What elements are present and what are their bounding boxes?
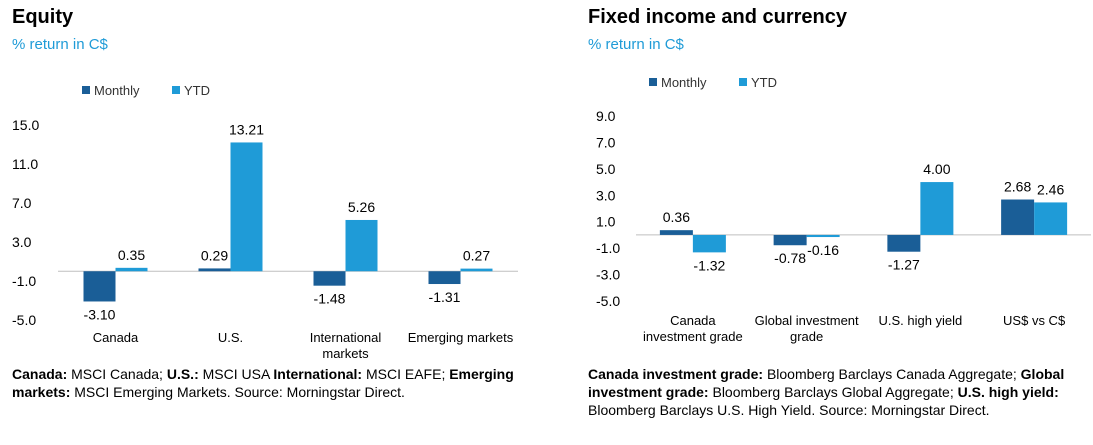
data-label-ytd: 2.46 xyxy=(1037,181,1064,197)
equity-subtitle: % return in C$ xyxy=(12,36,108,53)
data-label-ytd: 5.26 xyxy=(348,199,375,215)
bar-monthly xyxy=(428,271,461,285)
y-tick-label: 3.0 xyxy=(596,187,616,203)
data-label-monthly: 0.29 xyxy=(201,247,228,263)
y-tick-label: 15.0 xyxy=(12,117,39,133)
bar-monthly xyxy=(198,268,231,272)
bar-ytd xyxy=(230,142,263,272)
data-label-ytd: 13.21 xyxy=(229,121,264,137)
equity-title: Equity xyxy=(12,6,74,28)
source-term: Emerging markets: xyxy=(12,366,514,400)
legend-swatch-monthly xyxy=(649,78,657,86)
y-tick-label: 7.0 xyxy=(596,134,616,150)
data-label-monthly: 0.36 xyxy=(663,209,690,225)
y-tick-label: 7.0 xyxy=(12,195,32,211)
source-text: MSCI USA xyxy=(198,366,274,382)
data-label-ytd: 4.00 xyxy=(923,161,950,177)
source-text: Bloomberg Barclays U.S. High Yield. Sour… xyxy=(588,402,990,418)
category-label: Global investment xyxy=(755,313,859,328)
source-text: Bloomberg Barclays Canada Aggregate; xyxy=(763,366,1021,382)
legend-label-monthly: Monthly xyxy=(94,83,140,98)
source-term: Canada: xyxy=(12,366,68,382)
legend-swatch-monthly xyxy=(82,86,90,94)
data-label-monthly: -1.48 xyxy=(314,291,346,307)
data-label-monthly: -1.27 xyxy=(888,257,920,273)
category-label: Canada xyxy=(670,313,716,328)
bar-ytd xyxy=(460,268,493,272)
category-label: grade xyxy=(790,329,823,344)
category-label: investment grade xyxy=(643,329,743,344)
equity-source-note: Canada: MSCI Canada; U.S.: MSCI USA Inte… xyxy=(12,365,532,401)
source-term: U.S. high yield: xyxy=(957,384,1059,400)
legend-label-ytd: YTD xyxy=(184,83,210,98)
bar-monthly xyxy=(313,271,346,286)
legend-label-monthly: Monthly xyxy=(661,75,707,90)
equity-chart: Monthly YTD 15.0 11.0 7.0 3.0 -1.0 -5.0 -3.10 0.3… xyxy=(12,83,518,361)
bar-ytd xyxy=(115,267,148,272)
equity-panel: Equity % return in C$ Monthly YTD 15.0 11.0… xyxy=(12,6,532,401)
category-label: US$ vs C$ xyxy=(1003,313,1066,328)
source-term: Global investment grade: xyxy=(588,366,1065,400)
category-label: Emerging markets xyxy=(408,330,514,345)
fixed-income-title: Fixed income and currency xyxy=(588,6,847,28)
data-label-ytd: 0.27 xyxy=(463,248,490,264)
category-label: International xyxy=(310,330,382,345)
bar-monthly xyxy=(887,234,921,252)
bar-ytd xyxy=(806,234,840,238)
bar-ytd xyxy=(920,182,954,235)
source-term: Canada investment grade: xyxy=(588,366,764,382)
category-label: U.S. high yield xyxy=(878,313,962,328)
legend-swatch-ytd xyxy=(172,86,180,94)
legend-swatch-ytd xyxy=(739,78,747,86)
bar-ytd xyxy=(1034,202,1068,235)
data-label-monthly: -3.10 xyxy=(84,306,116,322)
y-tick-label: 5.0 xyxy=(596,161,616,177)
bar-monthly xyxy=(1001,199,1035,235)
y-tick-label: -5.0 xyxy=(12,312,36,328)
data-label-ytd: 0.35 xyxy=(118,247,145,263)
source-text: MSCI Canada; xyxy=(67,366,167,382)
category-label: markets xyxy=(322,346,369,361)
data-label-monthly: -1.31 xyxy=(429,289,461,305)
bar-monthly xyxy=(83,271,116,302)
source-text: Bloomberg Barclays Global Aggregate; xyxy=(708,384,958,400)
fixed-income-subtitle: % return in C$ xyxy=(588,36,684,53)
category-label: Canada xyxy=(93,330,139,345)
source-term: U.S.: xyxy=(166,366,199,382)
bar-ytd xyxy=(692,234,726,253)
fixed-income-panel: Fixed income and currency % return in C$… xyxy=(576,0,1093,445)
data-label-ytd: -0.16 xyxy=(807,242,839,258)
source-text: MSCI EAFE; xyxy=(362,366,450,382)
y-tick-label: 11.0 xyxy=(12,156,38,172)
source-text: MSCI Emerging Markets. Source: Morningst… xyxy=(70,384,405,400)
y-tick-label: -3.0 xyxy=(596,267,620,283)
y-tick-label: 3.0 xyxy=(12,234,32,250)
bar-ytd xyxy=(345,219,378,272)
category-label: U.S. xyxy=(218,330,243,345)
bar-monthly xyxy=(659,230,693,235)
y-tick-label: -1.0 xyxy=(12,273,36,289)
y-tick-label: 1.0 xyxy=(596,214,616,230)
y-tick-label: -1.0 xyxy=(596,240,620,256)
source-term: International: xyxy=(273,366,363,382)
y-tick-label: 9.0 xyxy=(596,108,616,124)
fixed-income-source-note: Canada investment grade: Bloomberg Barcl… xyxy=(588,365,1093,419)
fixed-income-chart: Monthly YTD 9.0 7.0 5.0 3.0 1.0 -1.0 -3.0 -5.0 0.3… xyxy=(596,75,1091,344)
legend-label-ytd: YTD xyxy=(751,75,777,90)
y-tick-label: -5.0 xyxy=(596,293,620,309)
bar-monthly xyxy=(773,234,807,246)
data-label-ytd: -1.32 xyxy=(693,257,725,273)
data-label-monthly: -0.78 xyxy=(774,250,806,266)
data-label-monthly: 2.68 xyxy=(1004,179,1031,195)
